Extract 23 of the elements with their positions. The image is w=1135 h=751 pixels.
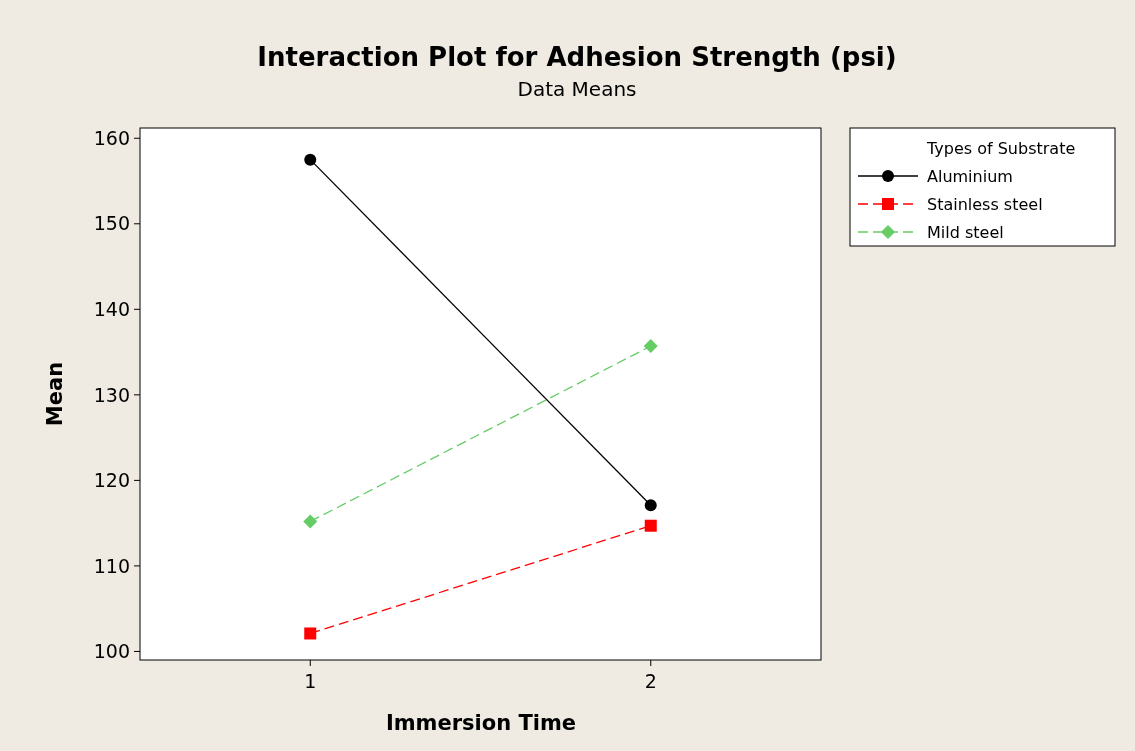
point [304, 153, 317, 166]
point [643, 339, 658, 354]
y-tick-label: 110 [93, 554, 130, 577]
y-tick-label: 100 [93, 640, 130, 663]
y-tick-label: 160 [93, 126, 130, 149]
chart-title: Interaction Plot for Adhesion Strength (psi) [257, 42, 897, 72]
y-tick-label: 120 [93, 469, 130, 492]
legend-label: Aluminium [927, 166, 1013, 186]
point [644, 519, 657, 532]
chart-subtitle: Data Means [517, 77, 637, 101]
legend-label: Stainless steel [927, 194, 1043, 214]
x-axis-title: Immersion Time [385, 711, 577, 735]
y-tick-label: 130 [93, 383, 130, 406]
legend-label: Mild steel [927, 222, 1004, 242]
y-axis-title: Mean [43, 361, 67, 427]
point [644, 499, 657, 512]
y-tick-label: 140 [93, 297, 130, 320]
x-tick-label: 1 [304, 670, 317, 692]
point [304, 627, 317, 640]
legend-title: Types of Substrate [926, 139, 1076, 158]
y-tick-label: 150 [93, 212, 130, 235]
x-tick-label: 2 [644, 670, 657, 692]
point [303, 514, 318, 529]
